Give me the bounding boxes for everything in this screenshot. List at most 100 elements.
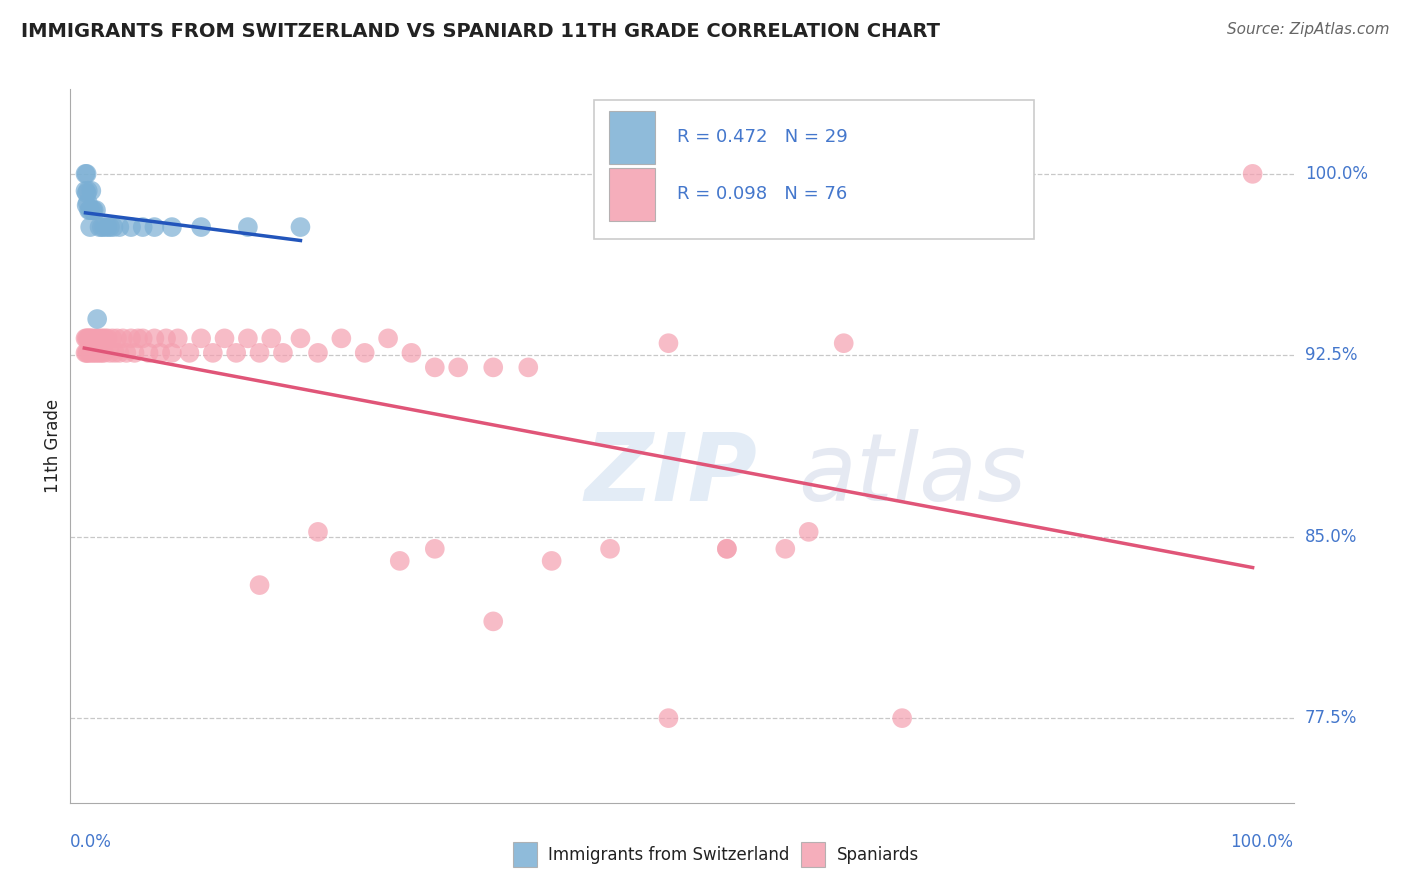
Point: [103, 220, 125, 235]
Point: [76, 331, 98, 345]
Point: [79, 220, 101, 235]
Point: [80, 184, 103, 198]
Point: [330, 331, 353, 345]
Point: [307, 524, 329, 539]
Text: 100.0%: 100.0%: [1305, 165, 1368, 183]
Point: [447, 360, 470, 375]
Point: [87, 331, 110, 345]
Point: [120, 331, 142, 345]
Point: [93, 346, 115, 360]
Point: [657, 336, 679, 351]
Point: [76, 331, 98, 345]
Text: 92.5%: 92.5%: [1305, 346, 1357, 364]
Point: [89, 220, 111, 235]
Point: [97, 331, 120, 345]
Point: [599, 541, 621, 556]
Point: [90, 346, 112, 360]
Point: [132, 220, 155, 235]
Point: [94, 331, 117, 345]
Point: [657, 711, 679, 725]
Point: [716, 541, 738, 556]
Point: [75, 346, 97, 360]
Point: [1241, 167, 1264, 181]
Point: [138, 346, 160, 360]
Point: [124, 346, 146, 360]
Point: [423, 541, 446, 556]
Point: [891, 711, 914, 725]
Point: [84, 203, 107, 218]
Point: [775, 541, 797, 556]
Point: [832, 336, 855, 351]
Point: [353, 346, 375, 360]
Text: ZIP: ZIP: [583, 428, 756, 521]
Point: [401, 346, 423, 360]
Point: [236, 331, 259, 345]
Point: [108, 220, 131, 235]
Point: [225, 346, 247, 360]
Point: [190, 331, 212, 345]
Point: [249, 578, 271, 592]
Point: [75, 167, 97, 181]
FancyBboxPatch shape: [609, 111, 655, 164]
Point: [482, 360, 505, 375]
Y-axis label: 11th Grade: 11th Grade: [44, 399, 62, 493]
Point: [77, 331, 100, 345]
Point: [127, 331, 149, 345]
Point: [101, 331, 124, 345]
Point: [76, 184, 98, 198]
Text: Immigrants from Switzerland: Immigrants from Switzerland: [548, 846, 790, 863]
Point: [90, 220, 112, 235]
Point: [236, 220, 259, 235]
Point: [423, 360, 446, 375]
Point: [98, 346, 121, 360]
Point: [271, 346, 294, 360]
Point: [201, 346, 224, 360]
Point: [83, 346, 105, 360]
Point: [76, 186, 98, 201]
Point: [108, 346, 131, 360]
Point: [93, 220, 115, 235]
Point: [80, 331, 103, 345]
Point: [797, 524, 820, 539]
Point: [86, 312, 108, 326]
Point: [97, 220, 120, 235]
Point: [307, 346, 329, 360]
Point: [86, 346, 108, 360]
Text: Spaniards: Spaniards: [837, 846, 918, 863]
Point: [517, 360, 540, 375]
Point: [190, 220, 212, 235]
Point: [98, 220, 121, 235]
Point: [77, 203, 100, 218]
Point: [91, 331, 114, 345]
Point: [540, 554, 562, 568]
Point: [82, 346, 104, 360]
Point: [149, 346, 172, 360]
Point: [76, 198, 98, 212]
Point: [79, 331, 101, 345]
Point: [76, 346, 98, 360]
Text: Source: ZipAtlas.com: Source: ZipAtlas.com: [1226, 22, 1389, 37]
Point: [388, 554, 411, 568]
Text: IMMIGRANTS FROM SWITZERLAND VS SPANIARD 11TH GRADE CORRELATION CHART: IMMIGRANTS FROM SWITZERLAND VS SPANIARD …: [21, 22, 941, 41]
Text: 0.0%: 0.0%: [70, 833, 112, 851]
Text: 85.0%: 85.0%: [1305, 528, 1357, 546]
Point: [76, 346, 98, 360]
Point: [90, 331, 112, 345]
Point: [249, 346, 271, 360]
Point: [290, 220, 312, 235]
Point: [482, 615, 505, 629]
Point: [83, 203, 105, 218]
Point: [290, 331, 312, 345]
Point: [115, 346, 138, 360]
Text: R = 0.098   N = 76: R = 0.098 N = 76: [678, 186, 848, 203]
Point: [75, 331, 97, 345]
Point: [143, 331, 166, 345]
Point: [75, 184, 97, 198]
Point: [143, 220, 166, 235]
Point: [104, 346, 127, 360]
Point: [83, 331, 105, 345]
Point: [89, 346, 111, 360]
Point: [132, 331, 155, 345]
Point: [105, 331, 128, 345]
Point: [84, 331, 107, 345]
